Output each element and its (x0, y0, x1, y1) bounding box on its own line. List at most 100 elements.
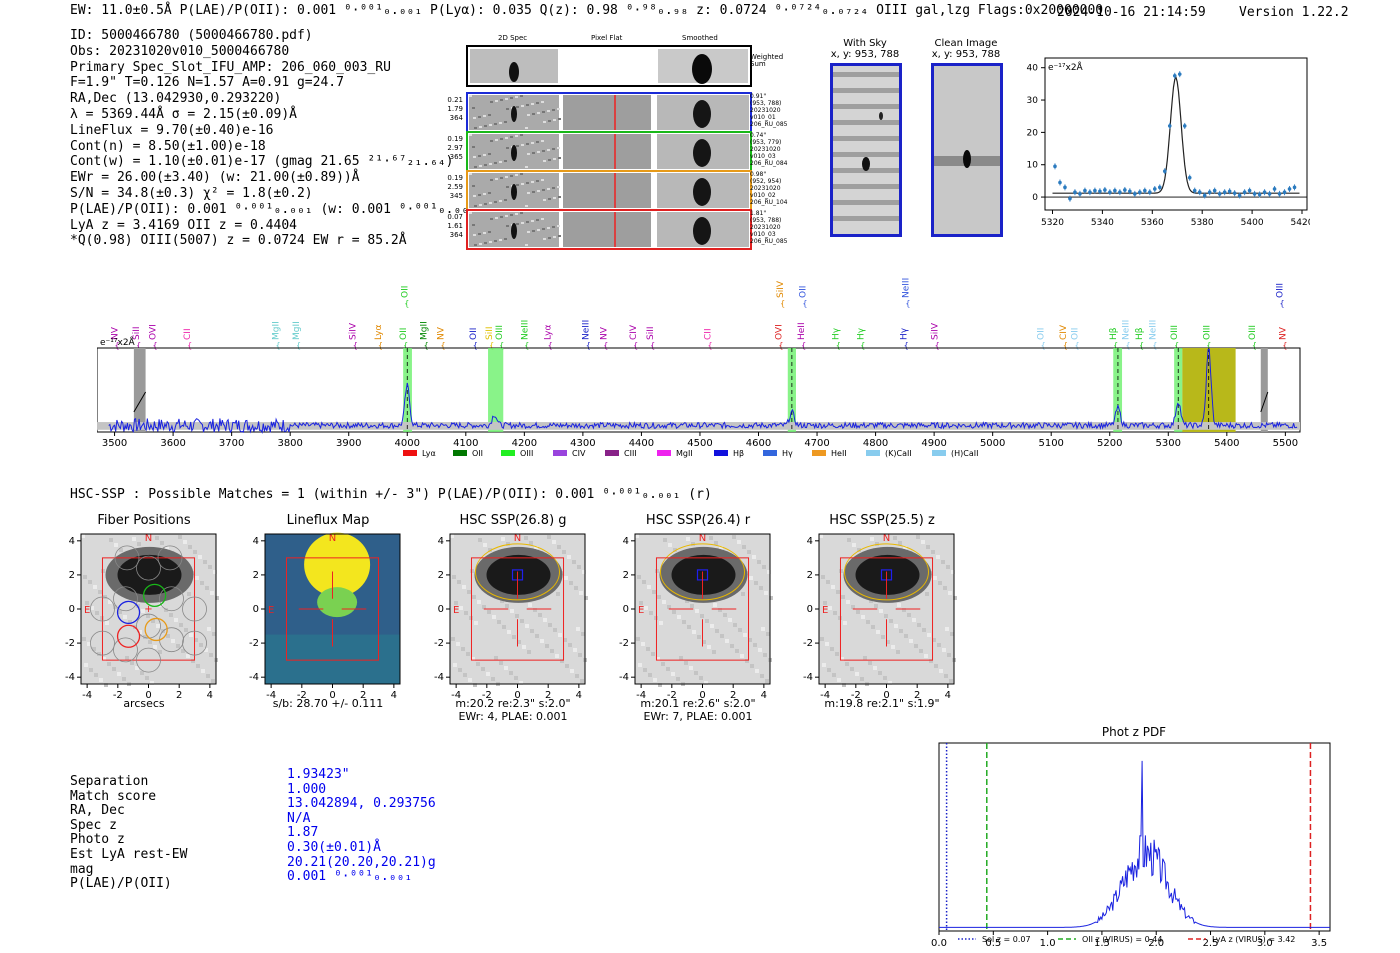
hsc-noise-pixel (909, 639, 913, 643)
line-fit-point (1118, 190, 1122, 195)
noise-pixel (505, 176, 508, 178)
spectrum-gray-band (133, 348, 146, 432)
hsc-noise-pixel (140, 671, 144, 675)
fiber-circle (136, 555, 161, 581)
noise-pixel (536, 219, 539, 221)
hsc-ytick-label: 4 (807, 536, 813, 547)
hsc-noise-pixel (745, 659, 749, 663)
spectrum-line-brace: { (404, 299, 409, 308)
hsc-panel-caption: s/b: 28.70 +/- 0.111 (272, 697, 384, 710)
line-fit-point (1242, 190, 1247, 195)
hsc-xtick-label: 2 (176, 690, 182, 701)
hsc-noise-pixel (857, 548, 861, 552)
hsc-noise-pixel (166, 634, 170, 638)
hsc-noise-pixel (118, 610, 122, 614)
hsc-noise-pixel (515, 614, 519, 618)
spectrum-line-label: MgII (271, 321, 281, 340)
line-fit-point (1157, 185, 1162, 190)
noise-pixel (520, 134, 523, 136)
hsc-noise-pixel (198, 555, 202, 559)
noise-pixel (548, 120, 551, 122)
hsc-noise-pixel (119, 548, 123, 552)
spectrum-xtick-label: 4600 (746, 438, 771, 449)
fiber-row-images (466, 131, 752, 172)
spectrum-line-brace: { (603, 341, 608, 350)
hsc-noise-pixel (113, 605, 117, 609)
noise-pixel (505, 98, 508, 100)
hsc-noise-pixel (837, 678, 841, 682)
hsc-noise-pixel (695, 609, 699, 613)
hsc-ytick-label: 4 (253, 536, 259, 547)
hsc-noise-pixel (823, 601, 827, 605)
spectrum-line-label: OIII (1248, 325, 1258, 340)
hsc-xtick-label: -4 (266, 690, 276, 701)
noise-pixel (478, 194, 481, 196)
photz-xtick-label: 2.0 (1148, 938, 1164, 947)
noise-pixel (506, 108, 509, 110)
spectrum-line-label: OVI (774, 324, 784, 340)
fiber-row-meta-line: v010_01 (750, 114, 776, 121)
spectrum-unit: e⁻¹⁷x2Å (100, 336, 136, 348)
spectrum-xtick-label: 4100 (453, 438, 478, 449)
hsc-noise-pixel (507, 630, 511, 634)
noise-pixel (472, 146, 475, 148)
spectrum-xtick-label: 4300 (570, 438, 595, 449)
hsc-noise-pixel (936, 555, 940, 559)
hsc-noise-pixel (685, 599, 689, 603)
fiber-row-meta-line: (953, 788) (750, 217, 782, 224)
hsc-noise-pixel (130, 661, 134, 665)
hsc-noise-pixel (840, 657, 844, 661)
noise-pixel (552, 148, 555, 150)
hsc-noise-pixel (191, 659, 195, 663)
hsc-noise-pixel (643, 668, 647, 672)
noise-pixel (484, 242, 487, 244)
hsc-ytick-label: 0 (69, 604, 75, 615)
hsc-noise-pixel (676, 677, 680, 681)
clean-image (931, 63, 1003, 237)
line-fit-point (1068, 196, 1072, 201)
hsc-noise-pixel (821, 575, 825, 579)
spectrum-line-label: NeIII (582, 320, 592, 340)
noise-pixel (516, 106, 519, 108)
hsc-noise-pixel (648, 673, 652, 677)
hsc-noise-pixel (825, 642, 829, 646)
noise-pixel (527, 231, 530, 233)
hsc-noise-pixel (146, 614, 150, 618)
hsc-galaxy-core (671, 554, 736, 595)
match-labels: Separation Match score RA, Dec Spec z Ph… (70, 774, 187, 892)
noise-pixel (495, 100, 498, 102)
noise-pixel (474, 166, 477, 168)
hsc-noise-pixel (117, 672, 121, 676)
hsc-xtick-label: 2 (730, 690, 736, 701)
hsc-noise-pixel (83, 575, 87, 579)
line-fit-point (1237, 193, 1242, 198)
hsc-noise-pixel (843, 621, 847, 625)
hsc-noise-pixel (718, 608, 722, 612)
hsc-noise-pixel (99, 678, 103, 682)
hsc-noise-pixel (763, 653, 767, 657)
line-fit-point (1123, 188, 1127, 192)
spectrum-line-brace: { (935, 341, 940, 350)
detection-info: ID: 5000466780 (5000466780.pdf) Obs: 202… (70, 28, 485, 249)
hsc-noise-pixel (155, 536, 159, 540)
hsc-noise-pixel (477, 600, 481, 604)
noise-pixel (490, 218, 493, 220)
hsc-ytick-label: 2 (253, 570, 259, 581)
spectrum-xtick-label: 4400 (629, 438, 654, 449)
hsc-noise-pixel (651, 652, 655, 656)
hsc-noise-pixel (899, 629, 903, 633)
hsc-noise-pixel (747, 550, 751, 554)
noise-pixel (532, 230, 535, 232)
hsc-noise-pixel (474, 621, 478, 625)
hsc-noise-pixel (749, 576, 753, 580)
hsc-noise-pixel (95, 611, 99, 615)
hsc-noise-pixel (850, 667, 854, 671)
hsc-ytick-label: 0 (438, 604, 444, 615)
fiber-circle (159, 586, 184, 612)
fiber-pixelflat (563, 95, 651, 130)
spectrum-line-label: NV (599, 326, 609, 340)
noise-pixel (469, 134, 472, 136)
spectrum-line-brace: { (836, 341, 841, 350)
spectrum-legend-label: (K)CaII (885, 449, 912, 458)
hsc-noise-pixel (179, 623, 183, 627)
